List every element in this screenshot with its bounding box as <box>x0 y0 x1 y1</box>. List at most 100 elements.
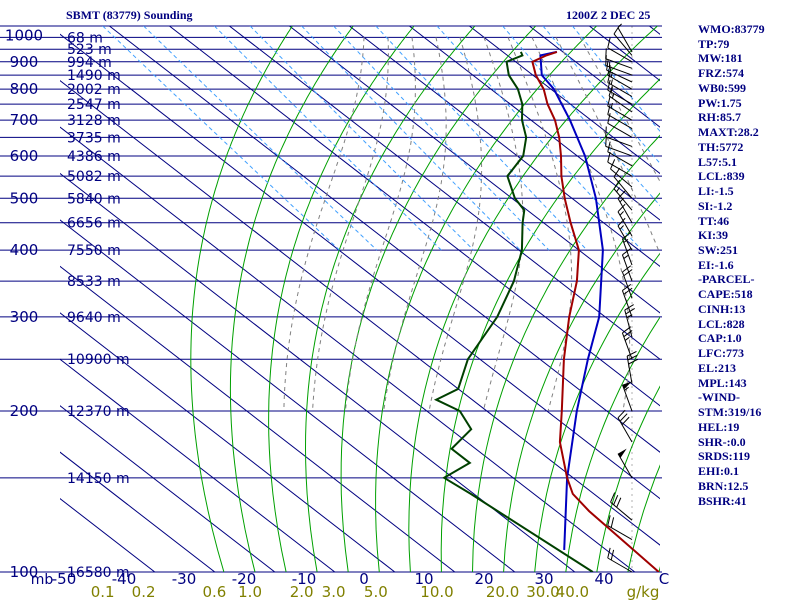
wind-barb <box>610 159 633 188</box>
wind-barb <box>607 104 633 130</box>
moist-adiabats <box>283 37 660 412</box>
index-line: WMO:83779 <box>698 22 765 36</box>
height-label: 4386 m <box>67 149 121 165</box>
mixing-ratio-lines <box>102 26 660 251</box>
temperature-trace <box>531 50 660 572</box>
mixing-ratio-line <box>214 26 442 251</box>
mixing-ratio-line <box>436 26 643 251</box>
wind-barb-full <box>607 72 611 83</box>
wind-barb-shaft <box>613 176 633 199</box>
wind-barb <box>621 232 633 266</box>
moist-adiabat <box>312 37 389 412</box>
wind-barb-shaft <box>607 151 633 167</box>
wind-barb-shaft <box>621 238 633 266</box>
wind-barb-full <box>627 354 638 361</box>
wind-barb-shaft <box>617 27 633 53</box>
wind-barb-full <box>608 85 613 97</box>
mixing-ratio-label: 10.0 <box>420 583 453 600</box>
parcel-trace <box>539 50 604 550</box>
wind-barb-full <box>607 64 611 76</box>
wind-barb-full <box>605 135 607 147</box>
index-line: LI:-1.5 <box>698 184 734 199</box>
height-label: 3735 m <box>67 130 121 146</box>
wind-barb-full <box>606 59 609 71</box>
wind-barb-shaft <box>605 136 633 147</box>
wind-barb <box>613 24 633 56</box>
index-line: L57:5.1 <box>698 154 737 169</box>
wind-barb-full <box>607 95 611 107</box>
index-line: LCL:828 <box>698 316 745 331</box>
isotherm <box>349 26 660 268</box>
wind-barb <box>607 515 633 540</box>
wind-barb-shaft <box>626 356 633 384</box>
index-line: EI:-1.6 <box>698 257 734 272</box>
dry-adiabat <box>304 26 476 572</box>
mixing-ratio-line <box>143 26 378 251</box>
moist-adiabat <box>283 37 365 412</box>
index-line: TT:46 <box>698 213 730 228</box>
wind-barb-full <box>607 515 611 526</box>
mixing-ratio-line <box>542 26 660 165</box>
mixing-ratio-label: 0.6 <box>202 583 226 600</box>
wind-barb-shaft <box>613 33 633 56</box>
wind-barb-full <box>622 248 632 256</box>
wind-barb-full <box>607 547 611 559</box>
wind-barb-shaft <box>608 95 633 113</box>
wind-barb-half <box>619 197 624 203</box>
wind-barb <box>617 409 633 443</box>
wind-barb-half <box>624 336 630 341</box>
height-label: 9640 m <box>67 310 121 326</box>
mixing-ratio-label: 3.0 <box>322 583 346 600</box>
wind-barb-half <box>616 187 620 193</box>
isotherm <box>229 26 660 360</box>
wind-barb <box>607 72 633 97</box>
wind-barb-full <box>613 167 621 178</box>
isotherm <box>60 405 276 572</box>
height-label: 1490 m <box>67 68 121 84</box>
dry-adiabat <box>440 78 660 572</box>
height-label: 3128 m <box>67 113 121 129</box>
wind-barb-shaft <box>617 417 633 443</box>
height-label: 5082 m <box>67 169 121 185</box>
wind-barb-shaft <box>624 309 633 338</box>
temperature-tick-label: 10 <box>414 570 433 588</box>
wind-barb-full <box>607 141 611 152</box>
wind-barb <box>605 126 633 147</box>
height-label: 12370 m <box>67 404 130 420</box>
wind-barb-shaft <box>605 58 633 69</box>
index-line: EL:213 <box>698 360 737 375</box>
index-line: EHI:0.1 <box>698 464 740 479</box>
index-line: SW:251 <box>698 243 739 258</box>
isotherm <box>60 172 576 572</box>
wind-barb <box>607 95 633 121</box>
index-line: FRZ:574 <box>698 66 744 81</box>
wind-barb <box>607 37 633 63</box>
wind-barb-full <box>622 265 632 273</box>
index-line: SI:-1.2 <box>698 198 733 213</box>
isotherm <box>109 26 660 453</box>
mixing-ratio-label: 40.0 <box>556 583 589 600</box>
wind-barb <box>617 217 633 251</box>
mixing-ratio-label: 30.0 <box>526 583 559 600</box>
index-line: HEL:19 <box>698 419 740 434</box>
wind-barb-shaft <box>607 74 633 90</box>
index-line: SRDS:119 <box>698 449 751 464</box>
index-line: CAP:1.0 <box>698 331 742 346</box>
wind-barb-flag <box>618 448 627 458</box>
dry-adiabat <box>503 192 660 572</box>
wind-barb-half <box>609 66 612 72</box>
wind-barb-shaft <box>617 453 633 479</box>
wind-barb-full <box>626 350 637 357</box>
wind-barb <box>613 167 633 199</box>
isotherm <box>60 265 456 572</box>
wind-barb <box>617 203 633 237</box>
height-label: 8533 m <box>67 274 121 290</box>
station-title: SBMT (83779) Sounding <box>66 8 193 22</box>
wind-barb <box>617 448 633 479</box>
index-line: STM:319/16 <box>698 405 762 420</box>
mixing-ratio-line <box>333 26 550 251</box>
wind-barb <box>607 151 633 177</box>
height-label: 7550 m <box>67 243 121 259</box>
wind-barb-shaft <box>610 168 633 188</box>
